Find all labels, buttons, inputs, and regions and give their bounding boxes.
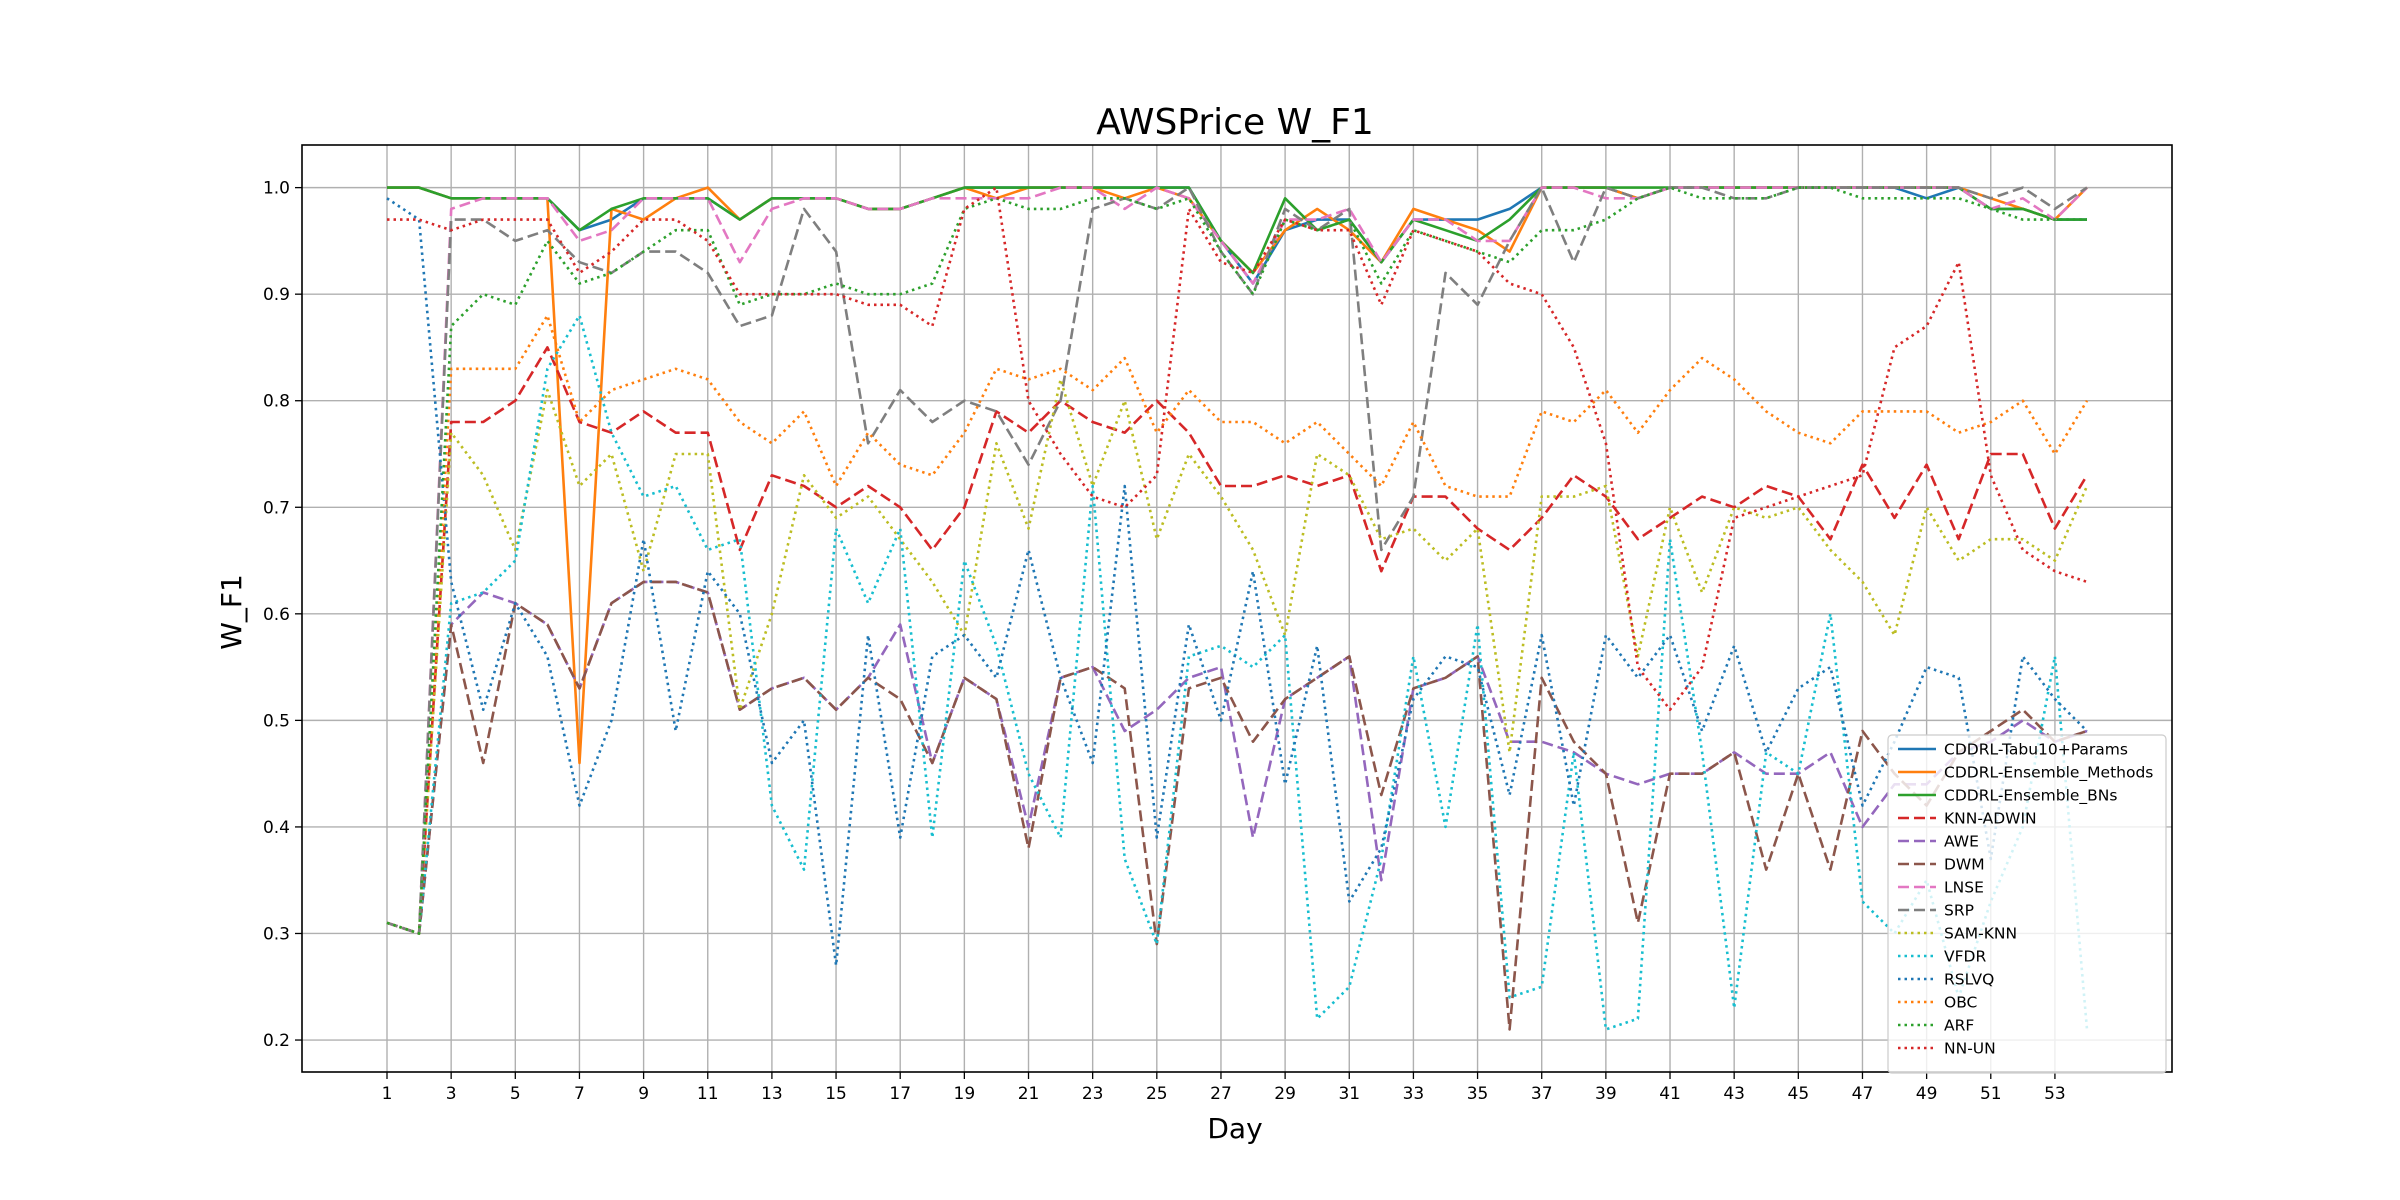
x-tick-label: 23 — [1082, 1084, 1104, 1104]
y-tick-label: 0.2 — [263, 1031, 290, 1051]
legend-label: NN-UN — [1944, 1040, 1996, 1058]
x-tick-label: 9 — [638, 1084, 649, 1104]
x-tick-label: 53 — [2044, 1084, 2066, 1104]
y-axis-ticks: 0.2 0.3 0.4 0.5 0.6 0.7 0.8 0.9 1.0 — [263, 179, 302, 1051]
x-tick-label: 33 — [1403, 1084, 1425, 1104]
x-tick-label: 13 — [761, 1084, 783, 1104]
x-tick-label: 1 — [382, 1084, 393, 1104]
legend-label: CDDRL-Tabu10+Params — [1944, 741, 2128, 759]
y-tick-label: 0.8 — [263, 392, 290, 412]
legend-label: LNSE — [1944, 879, 1984, 897]
legend-label: ARF — [1944, 1017, 1974, 1035]
x-tick-label: 51 — [1980, 1084, 2002, 1104]
x-tick-label: 21 — [1018, 1084, 1040, 1104]
x-tick-label: 35 — [1467, 1084, 1489, 1104]
legend-label: DWM — [1944, 856, 1985, 874]
series-line-obc — [386, 314, 2089, 935]
x-tick-label: 47 — [1852, 1084, 1874, 1104]
chart-title: AWSPrice W_F1 — [1096, 102, 1374, 143]
x-axis-label: Day — [1207, 1112, 1262, 1145]
x-tick-label: 5 — [510, 1084, 521, 1104]
plot-frame — [301, 144, 2173, 1073]
y-tick-label: 0.5 — [263, 711, 290, 731]
series-line-knn-adwin — [386, 346, 2089, 935]
x-tick-label: 37 — [1531, 1084, 1553, 1104]
legend: CDDRL-Tabu10+Params CDDRL-Ensemble_Method… — [1887, 734, 2167, 1074]
x-tick-label: 41 — [1659, 1084, 1681, 1104]
series-line-lnse — [386, 186, 2088, 935]
y-tick-label: 0.3 — [263, 924, 290, 944]
series-line-cddrl-tabu10-params — [387, 186, 2087, 285]
y-tick-label: 1.0 — [263, 179, 290, 199]
legend-label: CDDRL-Ensemble_Methods — [1944, 764, 2153, 783]
y-tick-label: 0.4 — [263, 818, 290, 838]
series-line-srp — [386, 186, 2088, 935]
x-tick-label: 49 — [1916, 1084, 1938, 1104]
series-line-dwm — [386, 580, 2088, 1031]
series-line-nn-un — [387, 186, 2088, 712]
legend-label: OBC — [1944, 994, 1977, 1012]
grid-layer — [302, 145, 2172, 1072]
x-tick-label: 27 — [1210, 1084, 1232, 1104]
x-tick-label: 19 — [954, 1084, 976, 1104]
legend-label: VFDR — [1944, 948, 1986, 966]
legend-label: SRP — [1944, 902, 1974, 920]
y-tick-label: 0.7 — [263, 498, 290, 518]
legend-label: RSLVQ — [1944, 971, 1994, 989]
legend-label: AWE — [1944, 833, 1979, 851]
y-axis-label: W_F1 — [215, 574, 248, 650]
series-layer — [386, 186, 2089, 1031]
x-tick-label: 7 — [574, 1084, 585, 1104]
x-tick-label: 11 — [697, 1084, 719, 1104]
series-line-sam-knn — [386, 378, 2089, 935]
x-axis-ticks: 1 3 5 7 9 11 13 15 17 19 21 23 25 27 29 31 33 35 37 39 41 43 4… — [382, 1072, 2066, 1104]
x-tick-label: 29 — [1274, 1084, 1296, 1104]
legend-label: CDDRL-Ensemble_BNs — [1944, 787, 2117, 806]
x-tick-label: 45 — [1788, 1084, 1810, 1104]
legend-box — [1887, 734, 2167, 1074]
x-tick-label: 17 — [889, 1084, 911, 1104]
y-tick-label: 0.6 — [263, 605, 290, 625]
series-line-arf — [386, 186, 2087, 935]
x-tick-label: 31 — [1338, 1084, 1360, 1104]
legend-label: KNN-ADWIN — [1944, 810, 2037, 828]
series-line-awe — [386, 580, 2088, 935]
x-tick-label: 39 — [1595, 1084, 1617, 1104]
legend-label: SAM-KNN — [1944, 925, 2017, 943]
x-tick-label: 25 — [1146, 1084, 1168, 1104]
y-tick-label: 0.9 — [263, 285, 290, 305]
x-tick-label: 43 — [1723, 1084, 1745, 1104]
x-tick-label: 15 — [825, 1084, 847, 1104]
x-tick-label: 3 — [446, 1084, 457, 1104]
